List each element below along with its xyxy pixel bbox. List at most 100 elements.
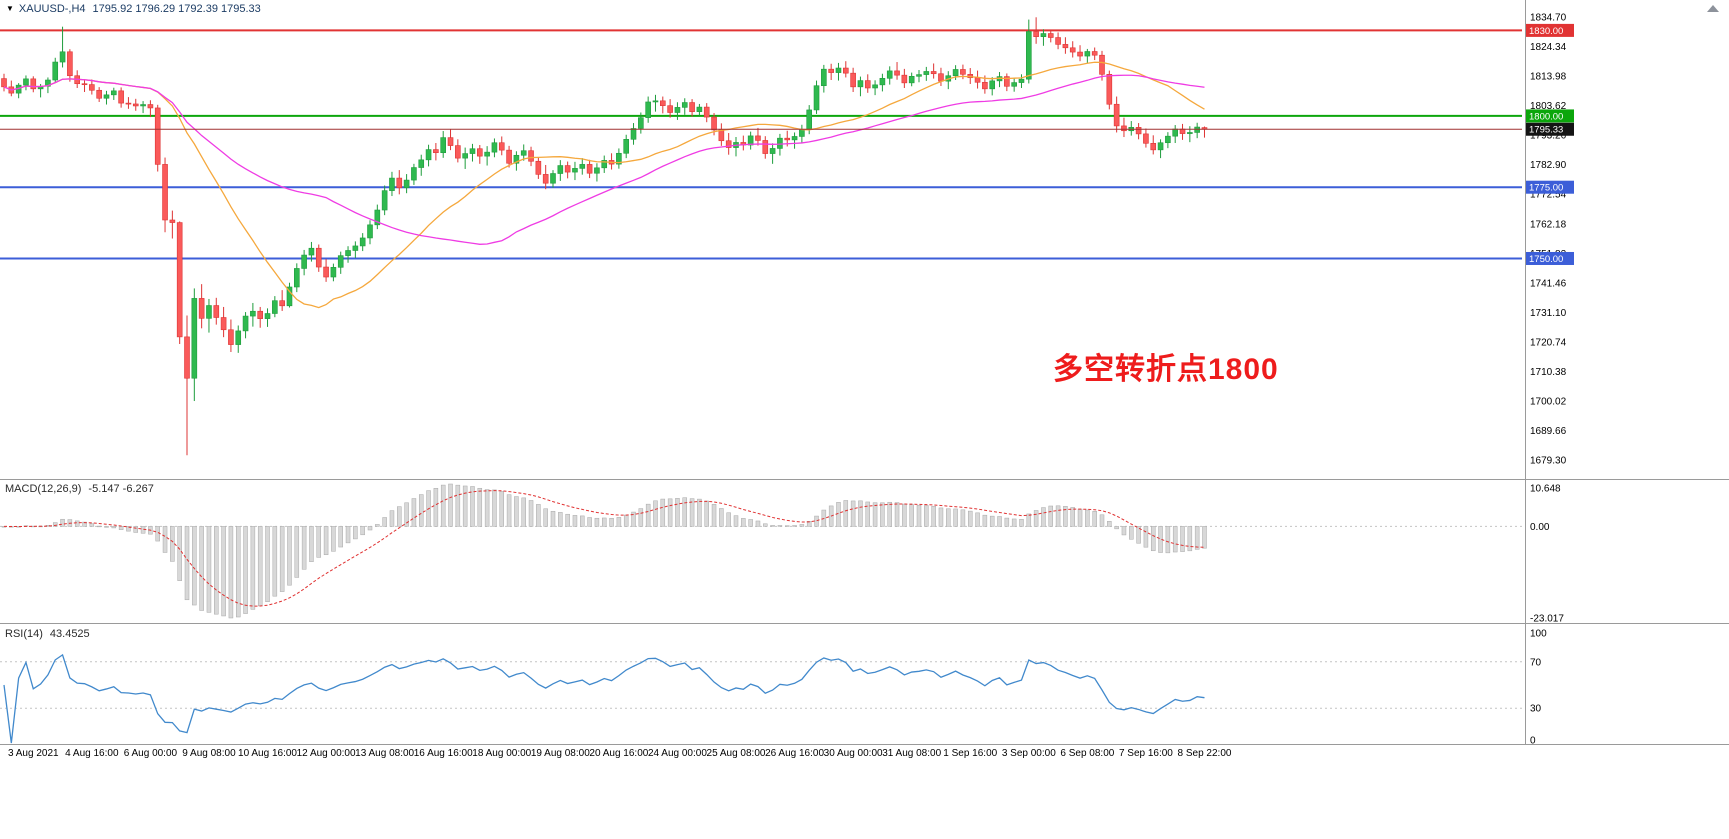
macd-histogram-bar [777, 525, 783, 527]
date-label: 6 Sep 08:00 [1060, 748, 1114, 759]
date-label: 31 Aug 08:00 [882, 748, 941, 759]
macd-histogram-bar [755, 520, 761, 527]
candle-down [1113, 103, 1120, 127]
macd-histogram-bar [1077, 508, 1083, 527]
macd-histogram-bar [1143, 526, 1149, 548]
macd-histogram-bar [323, 526, 329, 556]
candle-down [498, 142, 505, 151]
candle-down [455, 145, 461, 159]
macd-histogram-bar [609, 518, 614, 527]
macd-histogram-bar [499, 491, 505, 527]
macd-histogram-bar [440, 484, 446, 527]
candle-up [791, 136, 798, 141]
macd-histogram-bar [1063, 506, 1068, 527]
macd-histogram-bar [221, 526, 226, 617]
candle-up [308, 247, 315, 256]
candle-up [1084, 51, 1091, 57]
candle-down [703, 106, 710, 118]
macd-axis-label: 10.648 [1530, 484, 1561, 495]
candle-up [1026, 31, 1032, 80]
macd-histogram-bar [470, 486, 475, 527]
candle-up [879, 77, 886, 86]
macd-histogram-bar [1092, 511, 1097, 527]
candle-up [242, 315, 249, 332]
candle-up [1040, 33, 1047, 37]
macd-histogram-bar [872, 502, 878, 527]
candle-up [206, 305, 212, 319]
price-axis-label: 1834.70 [1530, 13, 1567, 24]
macd-histogram-bar [748, 519, 753, 527]
macd-histogram-bar [770, 525, 775, 527]
macd-histogram-bar [975, 512, 980, 527]
macd-histogram-bar [184, 526, 190, 601]
candle-up [45, 79, 51, 87]
macd-histogram-bar [199, 526, 204, 611]
price-axis-label: 1741.46 [1530, 278, 1567, 289]
macd-histogram-bar [411, 498, 417, 527]
candle-up [616, 152, 622, 165]
date-label: 16 Aug 16:00 [414, 748, 473, 759]
candle-up [696, 106, 703, 112]
macd-histogram-bar [118, 526, 124, 530]
date-label: 12 Aug 00:00 [297, 748, 356, 759]
candle-up [579, 164, 586, 169]
candle-up [799, 129, 805, 137]
macd-histogram-bar [953, 508, 958, 527]
macd-histogram-bar [763, 523, 768, 527]
candle-up [674, 107, 681, 113]
macd-histogram-bar [601, 517, 607, 527]
macd-histogram-bar [418, 494, 424, 527]
price-axis-label: 1824.34 [1530, 42, 1567, 53]
macd-histogram-bar [404, 502, 409, 527]
macd-histogram-bar [243, 526, 248, 614]
candle-up [681, 102, 688, 108]
macd-histogram-bar [704, 500, 709, 527]
candle-up [23, 78, 29, 86]
macd-histogram-bar [177, 526, 182, 581]
candle-down [1047, 33, 1054, 38]
scroll-arrow-icon[interactable] [1707, 5, 1719, 12]
candle-down [535, 160, 542, 175]
candle-up [806, 109, 813, 130]
price-axis-label: 1803.62 [1530, 101, 1567, 112]
date-label: 1 Sep 16:00 [943, 748, 997, 759]
candle-up [1172, 128, 1178, 137]
candle-down [1, 78, 7, 88]
candle-up [623, 139, 630, 154]
rsi-line [3, 653, 1205, 744]
candle-up [140, 104, 146, 107]
candle-up [301, 254, 307, 269]
candle-down [938, 73, 944, 82]
price-axis-label: 1762.18 [1530, 219, 1567, 230]
macd-histogram-bar [784, 525, 790, 527]
candle-down [901, 74, 908, 84]
price-axis-label: 1700.02 [1530, 396, 1567, 407]
macd-histogram-bar [682, 497, 688, 527]
macd-histogram-bar [397, 506, 402, 527]
candle-down [930, 71, 937, 75]
macd-histogram-bar [558, 512, 563, 527]
macd-histogram-bar [433, 488, 439, 527]
rsi-axis-label: 100 [1530, 629, 1547, 640]
candle-up [1165, 135, 1171, 144]
macd-histogram-bar [638, 508, 644, 527]
price-axis-label: 1720.74 [1530, 337, 1567, 348]
candle-up [638, 117, 644, 129]
symbol-dropdown-icon[interactable]: ▼ [6, 4, 14, 13]
macd-histogram-bar [126, 526, 131, 532]
macd-histogram-bar [938, 507, 944, 527]
macd-histogram-bar [594, 517, 600, 527]
chart-canvas[interactable]: 1834.70 1824.34 1813.98 1803.62 1793.26 1782.… [0, 0, 1729, 765]
macd-histogram-bar [192, 526, 197, 606]
macd-histogram-bar [448, 483, 453, 527]
candle-up [594, 167, 600, 174]
macd-histogram-bar [916, 504, 922, 527]
candle-down [147, 104, 154, 109]
price-axis-label: 1813.98 [1530, 72, 1567, 83]
macd-histogram-bar [52, 522, 58, 527]
rsi-title: RSI(14) [5, 628, 43, 640]
level-1800.00-badge-label: 1800.00 [1529, 111, 1563, 122]
candle-up [952, 69, 959, 77]
candle-up [103, 94, 110, 99]
macd-histogram-bar [82, 521, 87, 527]
